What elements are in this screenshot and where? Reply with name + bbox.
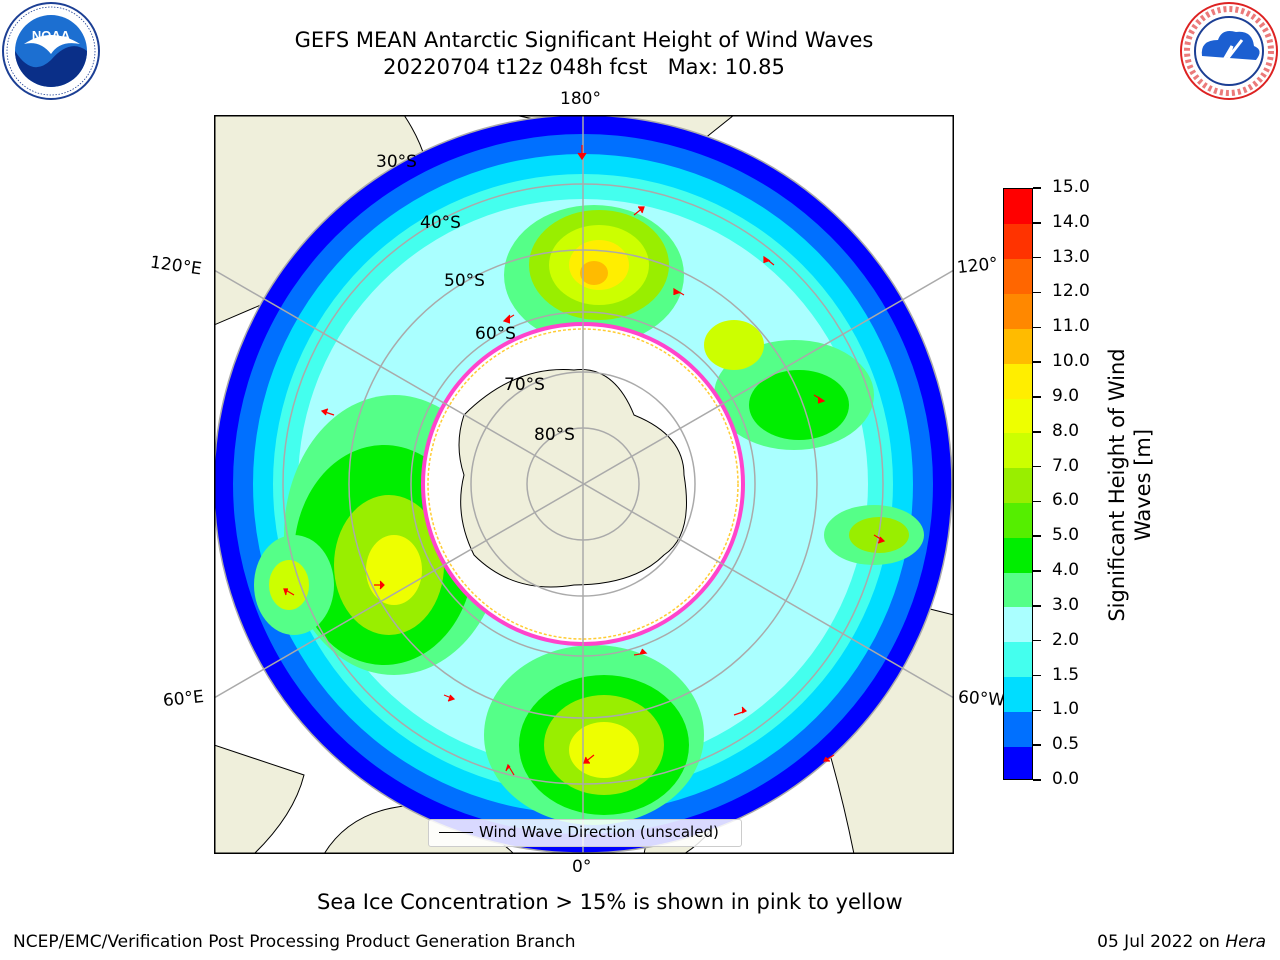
colorbar-segment (1004, 397, 1032, 434)
colorbar-tick-mark (1033, 361, 1041, 363)
colorbar-tick-mark (1033, 744, 1041, 746)
lon-label-180: 180° (560, 89, 601, 109)
colorbar-tick-mark (1033, 465, 1041, 468)
lon-label-120E: 120°E (148, 252, 203, 280)
colorbar-tick-mark (1033, 779, 1041, 781)
colorbar-tick-mark (1033, 639, 1041, 642)
colorbar-tick-label: 14.0 (1052, 211, 1090, 232)
colorbar-tick-label: 13.0 (1052, 246, 1090, 267)
colorbar-tick-mark (1033, 396, 1041, 398)
colorbar-tick-label: 15.0 (1052, 177, 1090, 197)
lon-label-120W: 120° (956, 253, 999, 279)
polar-map (214, 115, 954, 854)
colorbar-tick-mark (1033, 326, 1041, 329)
lon-label-60W: 60°W (957, 687, 1006, 711)
colorbar-segment (1004, 223, 1032, 260)
colorbar-tick-label: 6.0 (1052, 490, 1080, 511)
legend-line-swatch (439, 832, 473, 834)
colorbar-tick-label: 8.0 (1052, 420, 1080, 441)
colorbar-segment (1004, 189, 1032, 225)
map-legend: Wind Wave Direction (unscaled) (428, 819, 742, 847)
nws-logo (1180, 2, 1278, 100)
colorbar-label-line2: Waves [m] (1131, 428, 1155, 542)
colorbar-tick-mark (1033, 222, 1041, 224)
colorbar-tick-label: 0.0 (1052, 769, 1080, 789)
colorbar-segment (1004, 432, 1032, 469)
colorbar-segment (1004, 676, 1032, 712)
colorbar-tick-label: 0.5 (1052, 734, 1080, 755)
footer-machine: Hera (1225, 932, 1266, 952)
colorbar-segment (1004, 572, 1032, 608)
colorbar-tick-label: 2.0 (1052, 629, 1080, 650)
colorbar-tick-label: 4.0 (1052, 560, 1080, 581)
chart-title-line2: 20220704 t12z 048h fcst Max: 10.85 (383, 55, 785, 79)
sea-ice-note: Sea Ice Concentration > 15% is shown in … (317, 890, 903, 914)
colorbar-segment (1004, 328, 1032, 364)
legend-label: Wind Wave Direction (unscaled) (479, 823, 719, 841)
colorbar-tick-label: 11.0 (1052, 316, 1090, 337)
colorbar-segment (1004, 606, 1032, 643)
lat-label-60S: 60°S (475, 324, 516, 344)
colorbar-tick-label: 3.0 (1052, 594, 1080, 615)
colorbar-segment (1004, 293, 1032, 329)
noaa-logo: NOAA (2, 2, 100, 100)
colorbar (1003, 188, 1033, 780)
colorbar-tick-mark (1033, 674, 1041, 677)
colorbar-segment (1004, 502, 1032, 538)
svg-text:NOAA: NOAA (32, 28, 71, 43)
colorbar-tick-label: 5.0 (1052, 525, 1080, 546)
lat-label-30S: 30°S (376, 152, 417, 172)
colorbar-tick-mark (1033, 605, 1041, 607)
lon-label-0: 0° (572, 857, 592, 877)
wind-arrows (283, 145, 886, 776)
lat-label-50S: 50°S (444, 271, 485, 291)
colorbar-tick-mark (1033, 570, 1041, 572)
colorbar-tick-mark (1033, 500, 1041, 503)
colorbar-segment (1004, 711, 1032, 747)
colorbar-segment (1004, 537, 1032, 573)
colorbar-tick-label: 7.0 (1052, 455, 1080, 476)
footer-producer: NCEP/EMC/Verification Post Processing Pr… (13, 932, 576, 952)
colorbar-tick-mark (1033, 709, 1041, 712)
colorbar-tick-mark (1033, 535, 1041, 537)
colorbar-tick-mark (1033, 291, 1041, 294)
colorbar-tick-label: 12.0 (1052, 281, 1090, 302)
colorbar-tick-mark (1033, 187, 1041, 189)
lat-label-80S: 80°S (534, 425, 575, 445)
lon-label-60E: 60°E (162, 686, 205, 712)
colorbar-segment (1004, 363, 1032, 399)
colorbar-tick-label: 9.0 (1052, 385, 1080, 406)
colorbar-tick-label: 1.5 (1052, 664, 1080, 685)
colorbar-label: Significant Height of Wind Waves [m] (1104, 348, 1156, 621)
colorbar-segment (1004, 641, 1032, 678)
colorbar-label-line1: Significant Height of Wind (1105, 348, 1129, 622)
colorbar-segment (1004, 258, 1032, 295)
colorbar-segment (1004, 467, 1032, 503)
chart-title-line1: GEFS MEAN Antarctic Significant Height o… (294, 28, 874, 52)
lat-label-40S: 40°S (420, 213, 461, 233)
footer-date: 05 Jul 2022 on Hera (1097, 932, 1266, 952)
colorbar-tick-mark (1033, 256, 1041, 259)
colorbar-segment (1004, 746, 1032, 779)
colorbar-tick-label: 1.0 (1052, 699, 1080, 720)
colorbar-tick-label: 10.0 (1052, 351, 1090, 372)
colorbar-tick-mark (1033, 431, 1041, 433)
footer-date-text: 05 Jul 2022 on (1097, 932, 1226, 952)
lat-label-70S: 70°S (504, 375, 545, 395)
